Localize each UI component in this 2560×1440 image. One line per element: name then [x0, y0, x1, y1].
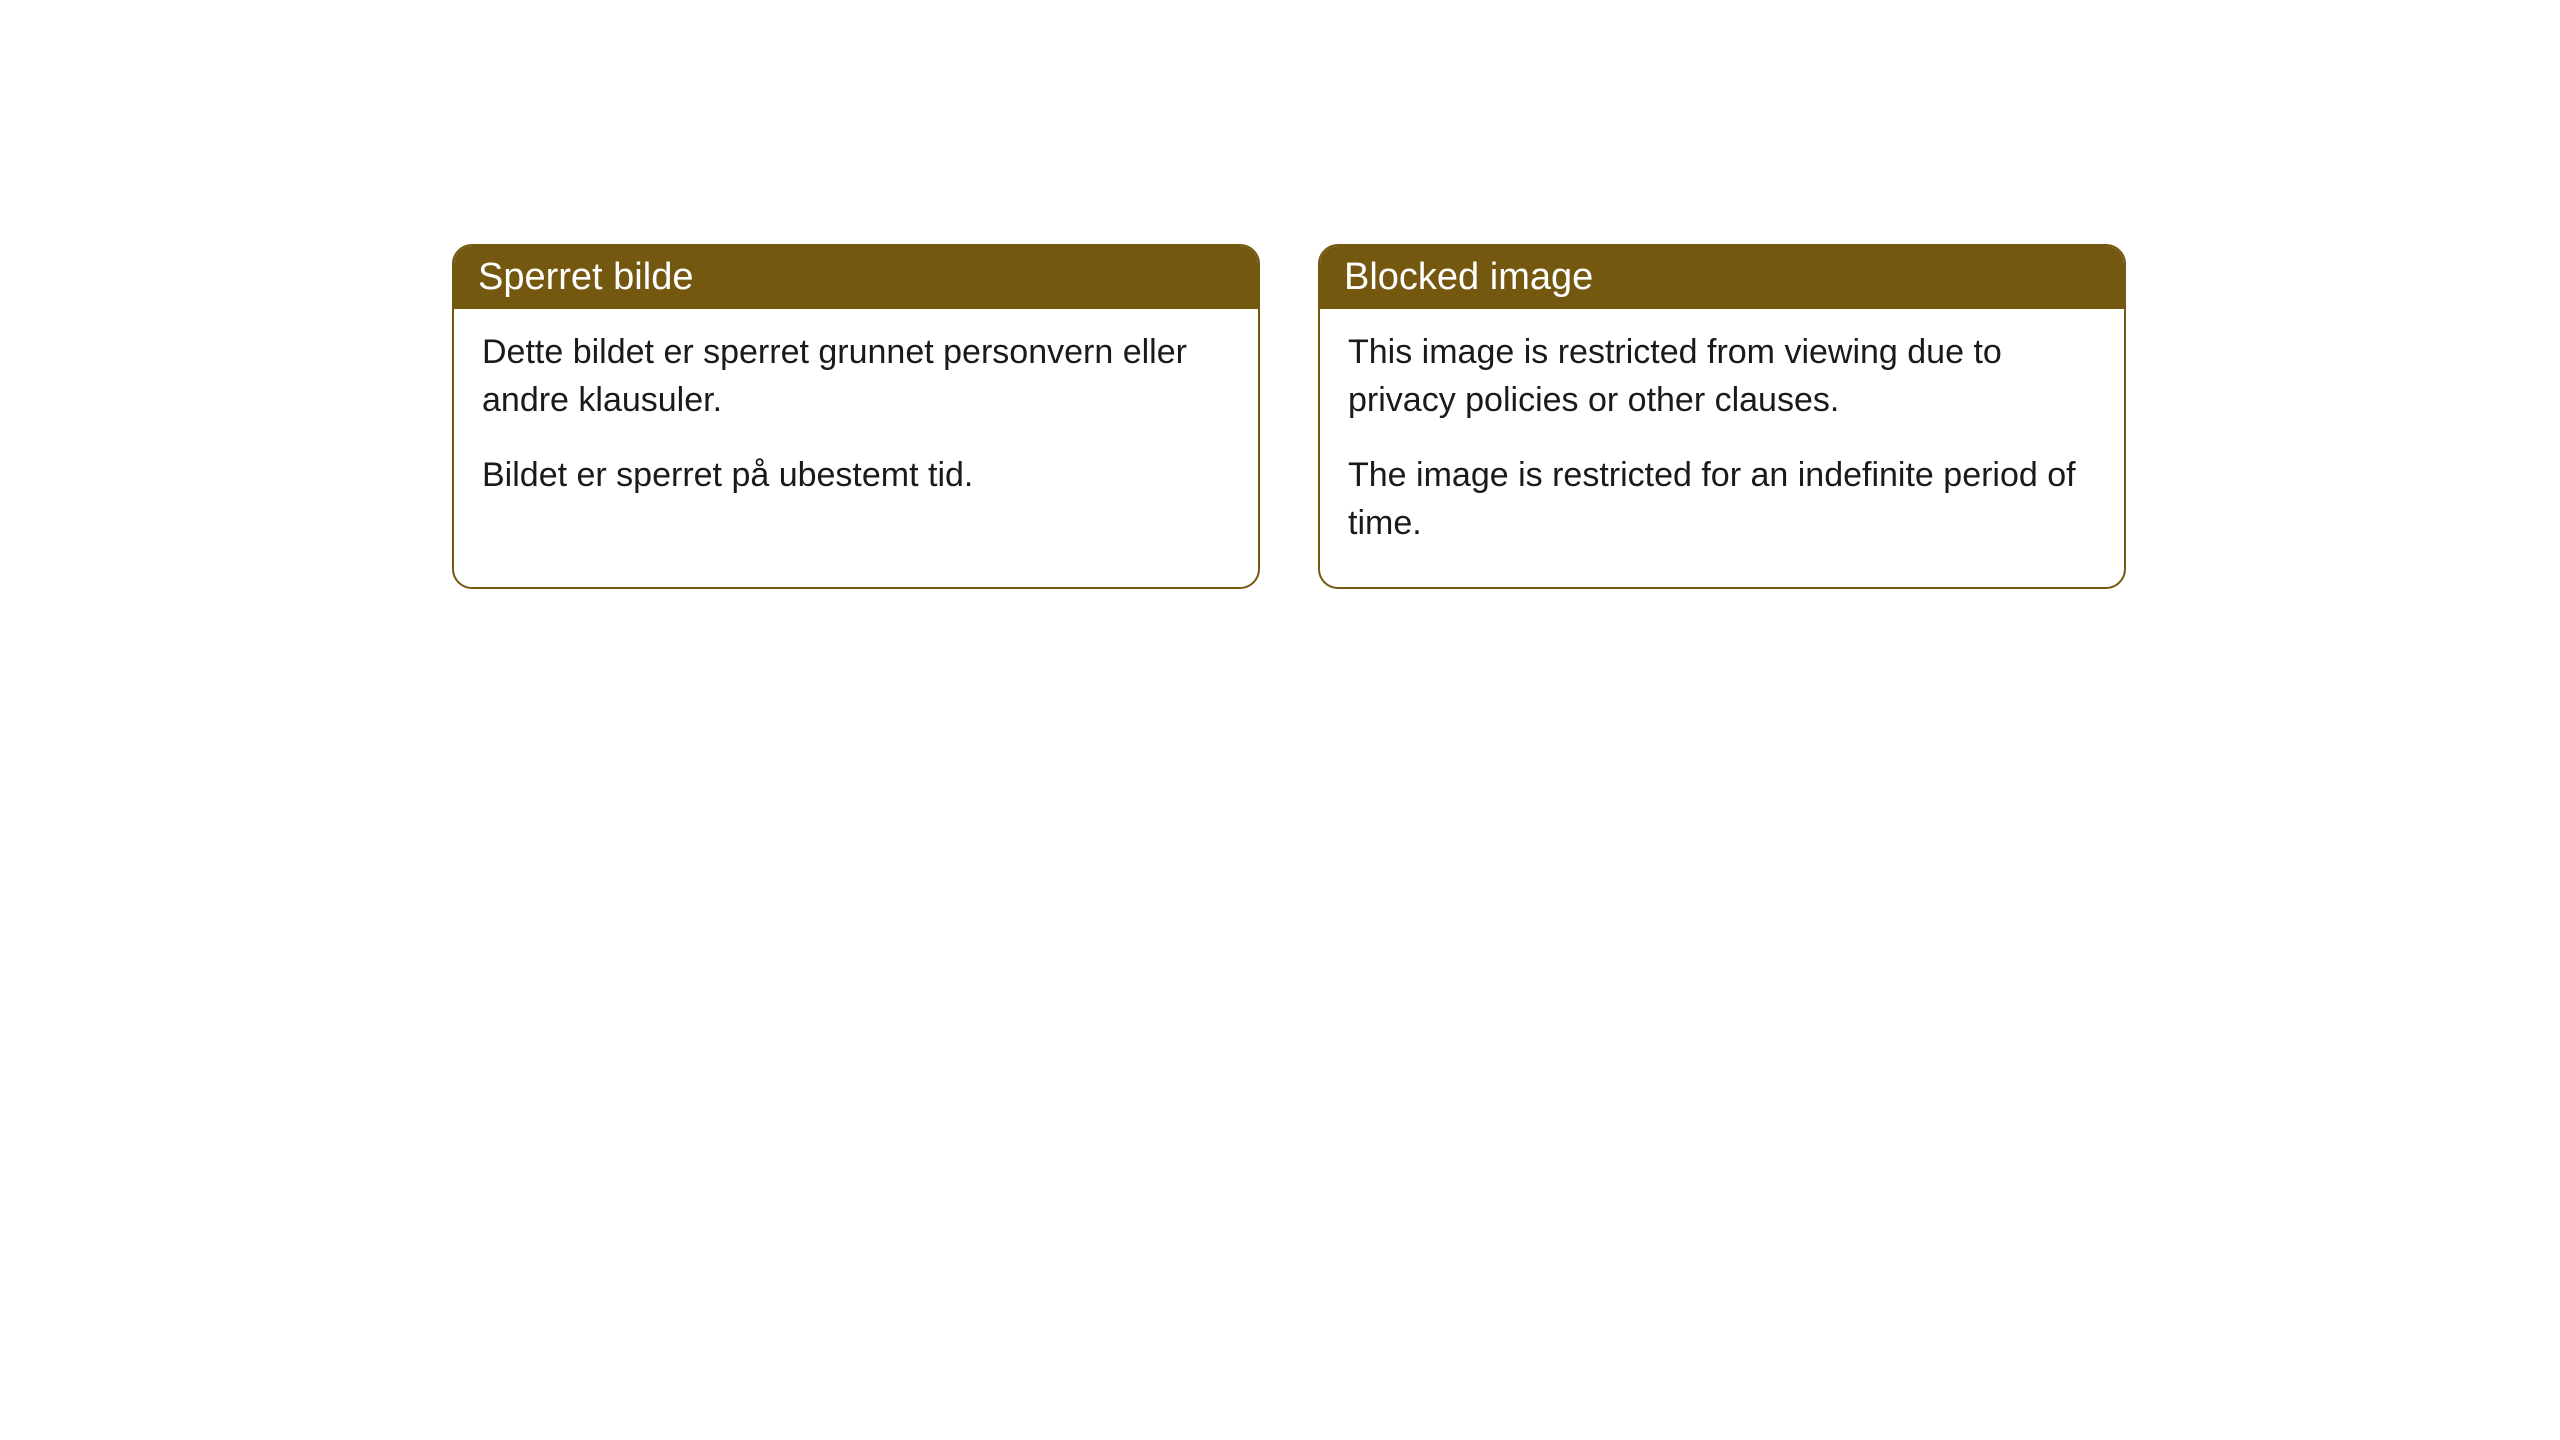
cards-container: Sperret bilde Dette bildet er sperret gr…	[452, 244, 2126, 589]
card-text-norwegian-2: Bildet er sperret på ubestemt tid.	[482, 452, 1230, 500]
blocked-image-card-english: Blocked image This image is restricted f…	[1318, 244, 2126, 589]
card-header-norwegian: Sperret bilde	[454, 246, 1258, 309]
blocked-image-card-norwegian: Sperret bilde Dette bildet er sperret gr…	[452, 244, 1260, 589]
card-body-english: This image is restricted from viewing du…	[1320, 309, 2124, 587]
card-text-english-1: This image is restricted from viewing du…	[1348, 329, 2096, 424]
card-header-english: Blocked image	[1320, 246, 2124, 309]
card-text-norwegian-1: Dette bildet er sperret grunnet personve…	[482, 329, 1230, 424]
card-text-english-2: The image is restricted for an indefinit…	[1348, 452, 2096, 547]
card-body-norwegian: Dette bildet er sperret grunnet personve…	[454, 309, 1258, 540]
